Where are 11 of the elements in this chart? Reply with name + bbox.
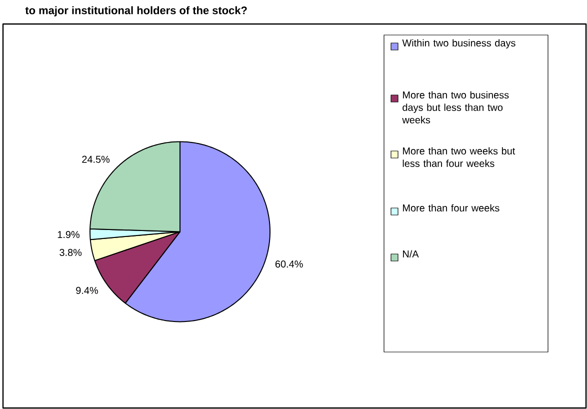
data-label: 1.9% <box>58 231 80 238</box>
legend-label: More than two weeks but less than four weeks <box>402 147 516 167</box>
data-label: 24.5% <box>82 156 110 163</box>
legend-label: Within two business days <box>402 39 516 48</box>
legend-label: N/A <box>403 250 419 258</box>
data-label: 9.4% <box>76 286 98 294</box>
data-label: 60.4% <box>275 260 303 268</box>
legend-label: More than four weeks <box>403 204 500 212</box>
legend-label: More than two business days but less than two weeks <box>402 91 509 124</box>
chart-title: to major institutional holders of the stock? <box>25 6 247 16</box>
data-label: 3.8% <box>60 248 82 256</box>
